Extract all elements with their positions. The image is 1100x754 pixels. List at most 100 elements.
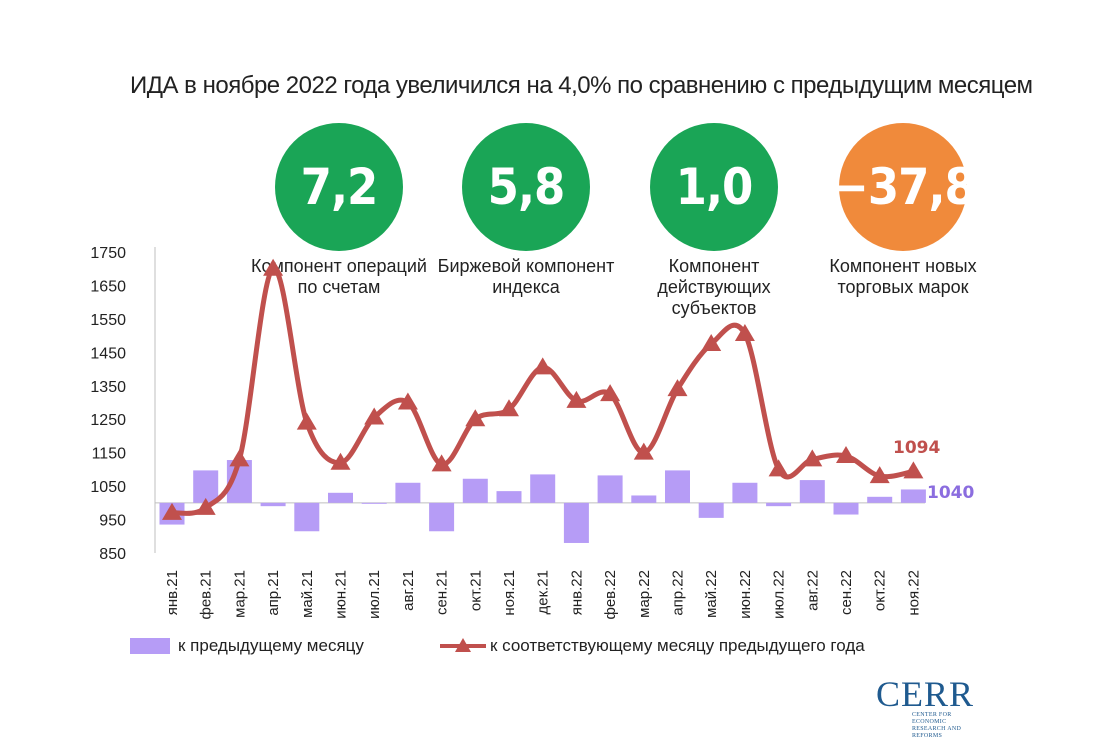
bar [328,492,353,503]
x-tick-label: янв.22 [568,570,585,615]
legend-bar-label: к предыдущему месяцу [178,636,364,655]
bar [732,482,758,503]
bar-data-label: 1040 [927,483,974,503]
x-tick-label: май.22 [703,570,720,618]
bar [395,482,421,503]
bar [597,475,623,503]
kpi-accounts: 7,2 Компонент операций по счетам [249,123,429,298]
y-tick-label: 1550 [90,312,126,329]
bar [698,502,724,518]
line-point [499,399,519,417]
x-tick-label: фев.21 [198,570,215,620]
line-data-label: 1094 [893,438,940,458]
line-point [431,454,452,472]
legend-bar: к предыдущему месяцу [130,636,364,656]
line-point [600,384,621,402]
bar [766,502,792,507]
kpi-circle: 1,0 [650,123,778,251]
bar [193,470,219,503]
line-point [768,459,789,477]
line-point [296,412,317,430]
bar [429,502,455,532]
line-point [667,379,688,397]
bar [631,495,657,503]
bar [900,489,926,503]
line-point [397,392,418,410]
x-tick-label: мар.22 [636,570,653,618]
line-point [869,466,890,484]
bar [496,491,522,503]
legend-bar-swatch [130,638,170,654]
bar [665,470,690,503]
kpi-trademarks: −37,8 Компонент новых торговых марок [813,123,993,298]
legend-line-label: к соответствующему месяцу предыдущего го… [490,636,865,655]
y-tick-label: 1050 [90,479,126,496]
bar [462,478,488,503]
x-tick-label: окт.22 [872,570,889,611]
x-tick-label: сен.21 [434,570,451,615]
x-tick-label: апр.22 [670,570,687,616]
y-tick-label: 1150 [92,446,127,463]
line-point [836,446,856,464]
line-point [566,390,587,408]
x-tick-label: авг.21 [400,570,417,611]
line-point [734,323,755,341]
bar [563,502,589,543]
line-point [195,497,216,515]
line-point [229,449,250,467]
line-point [633,442,654,460]
line-point [465,409,486,427]
line-point [701,333,722,351]
chart-title: ИДА в ноябре 2022 года увеличился на 4,0… [130,72,1033,99]
kpi-circle: −37,8 [831,123,976,251]
logo-text: CERR [876,674,975,714]
bar [833,502,859,515]
bar [260,502,286,507]
x-tick-label: сен.22 [838,570,855,615]
y-tick-label: 1650 [90,278,126,295]
kpi-label: Компонент операций по счетам [251,256,427,297]
line-point [263,258,284,276]
y-tick-label: 1350 [90,379,126,396]
x-tick-label: окт.21 [467,570,484,611]
bar [294,502,320,532]
kpi-circle: 5,8 [462,123,590,251]
x-tick-label: июл.22 [771,570,788,619]
kpi-circle: 7,2 [275,123,403,251]
kpi-entities: 1,0 Компонент действующих субъектов [624,123,804,319]
logo-subtext-line: CENTER FOR ECONOMIC [912,712,952,725]
y-tick-label: 1450 [90,345,126,362]
x-tick-label: июл.21 [366,570,383,619]
kpi-label: Компонент новых торговых марок [829,256,977,297]
line-point [903,461,924,479]
legend-line-swatch [440,638,486,652]
x-tick-label: апр.21 [265,570,282,616]
y-tick-label: 950 [99,513,126,530]
y-tick-label: 1250 [90,412,126,429]
line-point [330,452,351,470]
x-tick-label: янв.21 [164,570,181,615]
x-tick-label: ноя.21 [501,570,518,616]
logo-subtext-line: RESEARCH AND REFORMS [912,726,962,739]
bar [361,502,387,504]
bar [530,474,556,503]
line-point [532,357,553,375]
kpi-label: Биржевой компонент индекса [437,256,615,297]
x-tick-label: мар.21 [231,570,248,618]
line-point [802,449,823,467]
legend-line: к соответствующему месяцу предыдущего го… [438,636,865,656]
x-tick-label: июн.22 [737,570,754,619]
bar [799,480,825,503]
x-tick-label: фев.22 [602,570,619,620]
kpi-label: Компонент действующих субъектов [657,256,771,318]
x-tick-label: дек.21 [535,570,552,615]
x-tick-label: авг.22 [804,570,821,611]
x-tick-label: июн.21 [333,570,350,619]
kpi-exchange: 5,8 Биржевой компонент индекса [436,123,616,298]
cerr-logo: CERR CENTER FOR ECONOMIC RESEARCH AND RE… [876,676,986,740]
line-point [162,502,182,520]
y-tick-label: 1750 [90,245,126,262]
y-tick-label: 850 [99,546,126,563]
logo-subtext: CENTER FOR ECONOMIC RESEARCH AND REFORMS [912,712,986,740]
